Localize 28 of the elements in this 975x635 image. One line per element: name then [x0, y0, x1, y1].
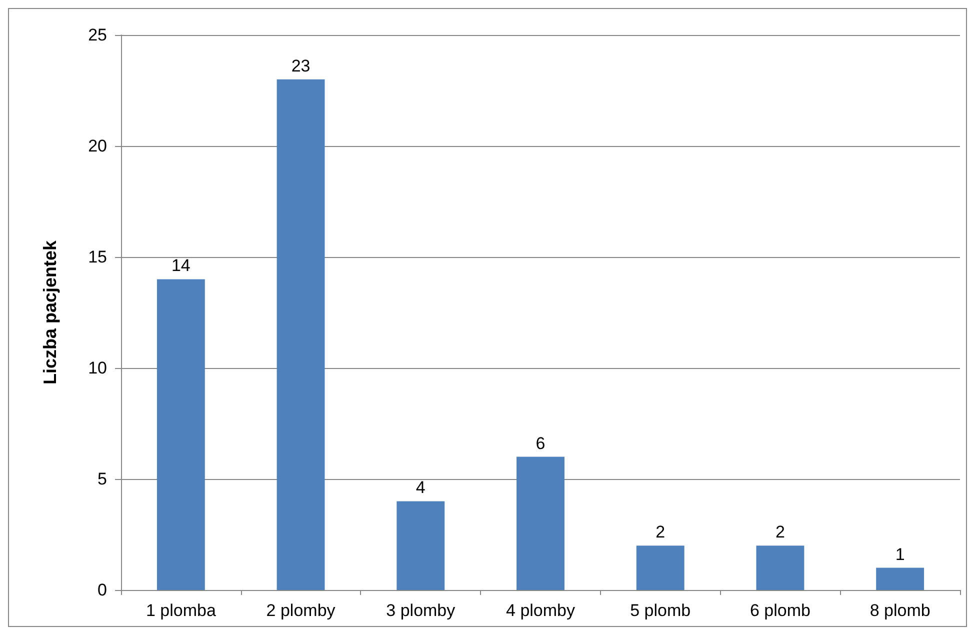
y-axis-title: Liczba pacjentek — [40, 239, 60, 385]
data-label: 23 — [291, 56, 310, 76]
y-tick-label: 25 — [88, 26, 107, 44]
bar — [156, 279, 205, 590]
y-tick-label: 10 — [88, 358, 107, 378]
bar — [516, 456, 564, 590]
x-tick-label: 2 plomby — [266, 601, 336, 620]
x-tick-label: 3 plomby — [386, 601, 456, 620]
data-label: 6 — [536, 434, 546, 453]
y-tick-label: 15 — [88, 248, 107, 266]
bar — [756, 546, 804, 590]
data-label: 1 — [895, 544, 905, 564]
bar — [396, 501, 445, 590]
y-tick-label: 5 — [98, 470, 107, 488]
y-tick-label: 0 — [98, 580, 107, 600]
x-tick-label: 6 plomb — [750, 601, 810, 620]
data-label: 2 — [775, 522, 785, 542]
y-tick-label: 20 — [88, 136, 107, 156]
data-label: 14 — [171, 256, 190, 276]
bar — [876, 568, 924, 590]
bar — [276, 79, 325, 590]
x-tick-label: 5 plomb — [630, 601, 691, 620]
data-label: 4 — [416, 478, 426, 498]
x-tick-label: 8 plomb — [870, 601, 930, 620]
bar — [636, 546, 684, 590]
x-tick-label: 4 plomby — [506, 601, 576, 620]
x-tick-label: 1 plomba — [146, 601, 216, 620]
data-label: 2 — [656, 522, 666, 542]
